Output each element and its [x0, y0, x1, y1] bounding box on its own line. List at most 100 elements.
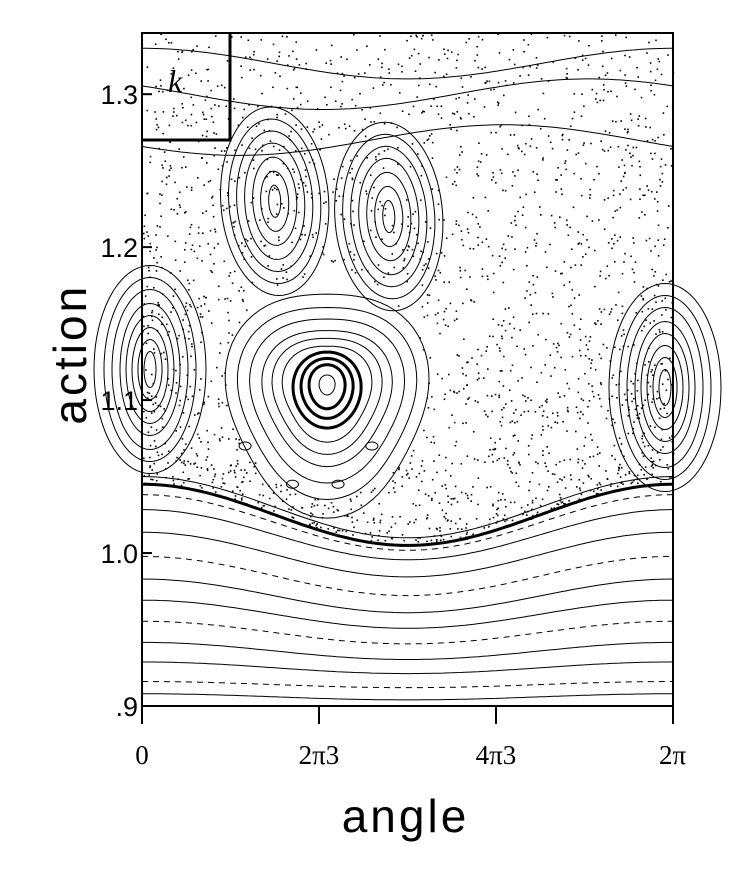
scatter-point: [663, 238, 666, 240]
scatter-point: [538, 406, 541, 408]
scatter-point: [278, 149, 281, 151]
scatter-point: [167, 450, 170, 453]
scatter-point: [568, 500, 570, 502]
scatter-point: [649, 126, 651, 129]
scatter-point: [461, 238, 463, 241]
scatter-point: [214, 35, 217, 37]
scatter-point: [381, 204, 383, 207]
scatter-point: [163, 408, 165, 410]
scatter-point: [551, 292, 554, 295]
scatter-point: [412, 255, 415, 258]
scatter-point: [488, 455, 490, 458]
scatter-point: [533, 239, 536, 241]
scatter-point: [556, 422, 559, 424]
scatter-point: [190, 50, 193, 53]
scatter-point: [602, 84, 605, 86]
scatter-point: [185, 395, 188, 398]
scatter-point: [632, 237, 634, 239]
scatter-point: [639, 188, 641, 190]
scatter-point: [510, 470, 512, 473]
scatter-point: [567, 234, 570, 237]
scatter-point: [519, 75, 521, 77]
scatter-point: [300, 92, 302, 94]
scatter-point: [435, 527, 438, 530]
scatter-point: [407, 225, 409, 227]
scatter-point: [193, 250, 196, 253]
scatter-point: [457, 53, 459, 56]
scatter-point: [188, 282, 191, 285]
scatter-point: [559, 460, 561, 463]
scatter-point: [375, 158, 377, 161]
scatter-point: [188, 289, 190, 291]
scatter-point: [299, 103, 302, 106]
scatter-point: [436, 105, 438, 108]
scatter-point: [641, 329, 643, 332]
scatter-point: [297, 211, 300, 214]
scatter-point: [481, 241, 484, 244]
edge-island-curve: [131, 326, 169, 413]
scatter-point: [468, 112, 470, 115]
scatter-point: [276, 278, 278, 280]
scatter-point: [492, 335, 494, 338]
scatter-point: [665, 389, 668, 392]
scatter-point: [429, 83, 431, 86]
scatter-point: [556, 411, 559, 414]
scatter-point: [221, 204, 224, 207]
scatter-point: [188, 233, 191, 235]
scatter-point: [207, 180, 210, 183]
scatter-point: [467, 398, 469, 400]
scatter-point: [343, 218, 346, 220]
scatter-point: [590, 142, 592, 145]
scatter-point: [293, 67, 296, 70]
scatter-point: [564, 162, 566, 164]
scatter-point: [636, 390, 639, 392]
scatter-point: [577, 231, 579, 233]
scatter-point: [511, 519, 514, 522]
scatter-point: [296, 86, 299, 89]
scatter-point: [671, 302, 674, 304]
scatter-point: [504, 308, 507, 310]
scatter-point: [665, 273, 667, 276]
scatter-point: [161, 417, 164, 420]
scatter-point: [524, 226, 527, 229]
scatter-point: [509, 323, 511, 325]
scatter-point: [180, 452, 183, 455]
scatter-point: [584, 335, 587, 338]
scatter-point: [305, 62, 307, 65]
scatter-point: [190, 447, 193, 449]
scatter-point: [591, 220, 594, 222]
panel-label-box: k: [142, 33, 232, 142]
scatter-point: [474, 98, 476, 100]
scatter-point: [609, 485, 612, 487]
scatter-point: [285, 271, 288, 273]
scatter-point: [340, 213, 342, 216]
satellite-island: [365, 441, 379, 451]
scatter-point: [392, 487, 395, 489]
scatter-point: [155, 396, 158, 398]
scatter-point: [503, 355, 505, 358]
scatter-point: [432, 435, 435, 438]
scatter-point: [472, 533, 474, 536]
scatter-point: [632, 432, 634, 435]
scatter-point: [296, 193, 299, 195]
scatter-point: [456, 59, 458, 62]
scatter-point: [471, 213, 474, 216]
scatter-point: [659, 185, 662, 187]
scatter-point: [658, 60, 661, 63]
scatter-point: [627, 389, 629, 391]
scatter-point: [383, 123, 386, 125]
scatter-point: [513, 134, 516, 136]
scatter-point: [431, 157, 434, 159]
scatter-point: [501, 493, 504, 495]
scatter-point: [213, 263, 215, 265]
scatter-point: [218, 285, 220, 288]
scatter-point: [234, 220, 237, 223]
scatter-point: [570, 478, 573, 481]
scatter-point: [601, 65, 604, 68]
rotational-curve: [141, 661, 674, 675]
scatter-point: [401, 65, 403, 68]
scatter-point: [289, 493, 291, 496]
scatter-point: [628, 472, 631, 475]
scatter-point: [497, 324, 500, 326]
scatter-point: [212, 204, 214, 207]
